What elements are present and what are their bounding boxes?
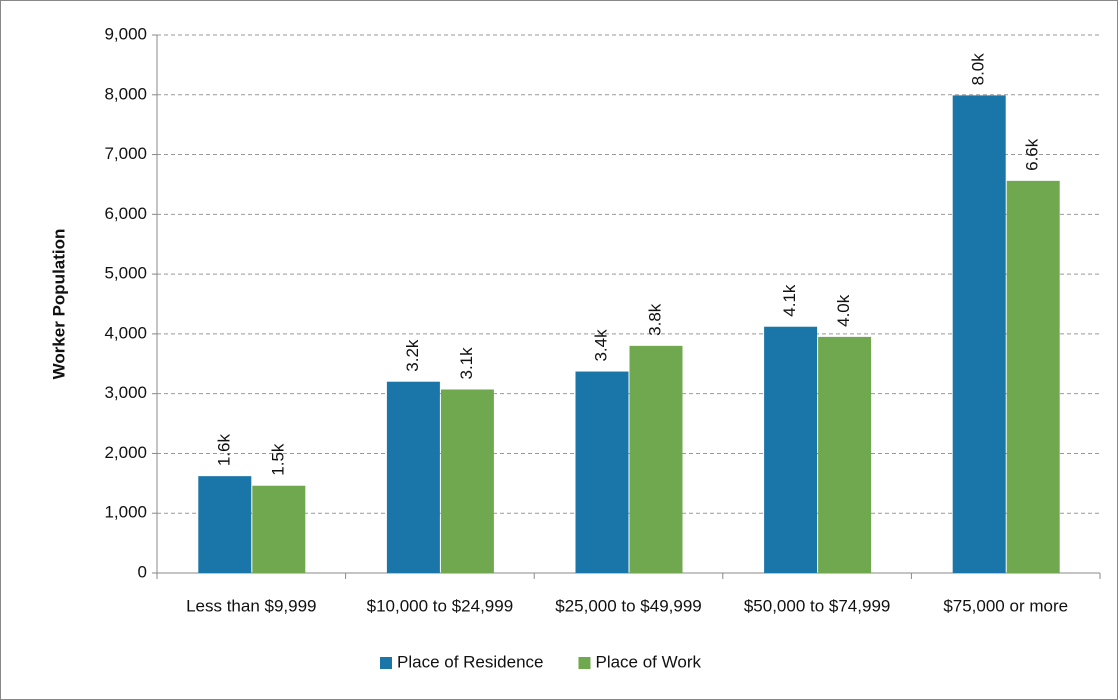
bar xyxy=(252,485,306,573)
data-label: 1.5k xyxy=(268,443,287,476)
x-tick-label: $10,000 to $24,999 xyxy=(367,596,514,615)
legend-label: Place of Residence xyxy=(397,652,543,671)
data-label: 4.0k xyxy=(834,294,853,327)
data-label: 3.8k xyxy=(645,303,664,336)
y-tick-label: 8,000 xyxy=(104,84,147,103)
bar xyxy=(198,476,252,573)
y-axis-label: Worker Population xyxy=(49,229,68,380)
data-label: 8.0k xyxy=(969,53,988,86)
y-tick-label: 4,000 xyxy=(104,323,147,342)
data-label: 3.4k xyxy=(591,329,610,362)
y-tick-label: 7,000 xyxy=(104,144,147,163)
bar xyxy=(764,326,818,573)
y-tick-label: 0 xyxy=(138,562,147,581)
bar xyxy=(440,389,494,573)
x-tick-label: $75,000 or more xyxy=(943,596,1068,615)
y-tick-label: 1,000 xyxy=(104,503,147,522)
y-tick-label: 3,000 xyxy=(104,383,147,402)
legend-swatch xyxy=(380,657,392,669)
data-label: 3.2k xyxy=(403,339,422,372)
y-tick-label: 5,000 xyxy=(104,264,147,283)
x-tick-label: $50,000 to $74,999 xyxy=(744,596,891,615)
y-tick-label: 2,000 xyxy=(104,443,147,462)
x-tick-label: $25,000 to $49,999 xyxy=(555,596,702,615)
data-label: 3.1k xyxy=(457,347,476,380)
bar xyxy=(818,336,872,573)
data-label: 1.6k xyxy=(214,434,233,467)
legend-label: Place of Work xyxy=(595,652,701,671)
legend-swatch xyxy=(578,657,591,669)
bar xyxy=(629,345,683,573)
bar xyxy=(386,381,440,573)
x-tick-label: Less than $9,999 xyxy=(186,596,316,615)
bar xyxy=(952,95,1006,574)
data-label: 6.6k xyxy=(1023,138,1042,171)
y-tick-label: 6,000 xyxy=(104,204,147,223)
y-tick-label: 9,000 xyxy=(104,24,147,43)
bar xyxy=(1006,180,1060,573)
data-label: 4.1k xyxy=(780,284,799,317)
bar xyxy=(575,371,629,573)
